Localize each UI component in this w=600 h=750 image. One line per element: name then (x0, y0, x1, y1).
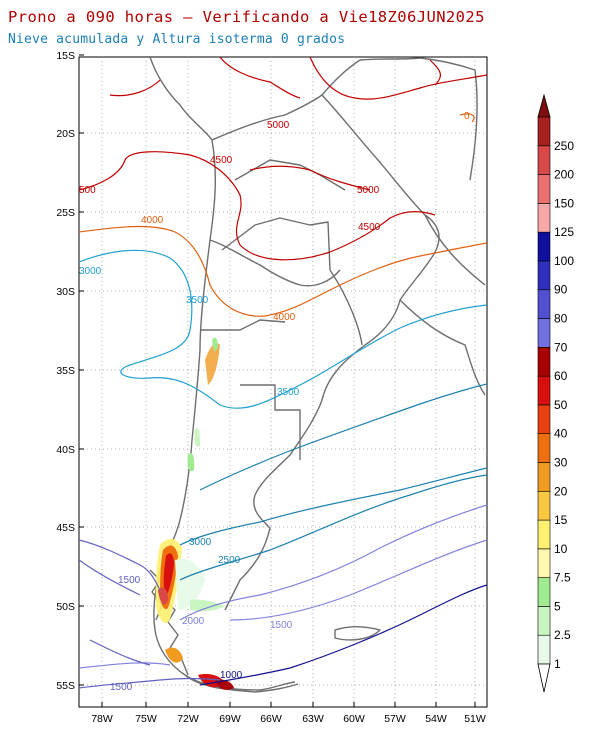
isotherm-label: 3000 (189, 537, 212, 548)
lat-label: 40S (56, 444, 75, 456)
axis-ticks (79, 54, 476, 707)
lon-label: 72W (177, 713, 199, 725)
colorbar-swatch (537, 375, 551, 406)
isotherm-label: 2500 (218, 555, 241, 566)
isotherm-label: 3500 (186, 295, 209, 306)
lon-label: 63W (302, 713, 324, 725)
isotherm-label: 4000 (141, 215, 164, 226)
isotherm-label: 3000 (79, 266, 102, 277)
colorbar-label: 2.5 (554, 628, 571, 642)
isotherm-contours (79, 57, 487, 689)
map-title: Prono a 090 horas — Verificando a Vie18Z… (8, 8, 485, 26)
lon-label: 78W (91, 713, 113, 725)
snow-colorbar: 1 2.5 5 7.5 10 15 20 30 40 50 60 70 80 90 100 125 150 200… (537, 93, 574, 693)
colorbar-label: 80 (554, 312, 568, 326)
lat-label: 55S (56, 680, 75, 692)
colorbar-label: 60 (554, 369, 568, 383)
longitude-labels: 78W 75W 72W 69W 66W 63W 60W 57W 54W 51W (91, 713, 486, 725)
isotherm-label: 4000 (273, 312, 296, 323)
latitude-labels: 15S 20S 25S 30S 35S 40S 45S 50S 55S (56, 50, 75, 692)
colorbar-swatch (537, 203, 551, 233)
colorbar-swatch (537, 231, 551, 262)
colorbar-label: 40 (554, 427, 568, 441)
map-frame (78, 56, 488, 708)
colorbar-label: 15 (554, 513, 568, 527)
colorbar-swatch (537, 634, 551, 665)
colorbar-swatch (537, 318, 551, 348)
colorbar-swatch (537, 548, 551, 578)
isotherm-label: 4500 (210, 155, 233, 166)
colorbar-label: 5 (554, 599, 561, 613)
colorbar-swatch (537, 116, 551, 147)
colorbar-max-arrow (537, 93, 551, 118)
colorbar-swatch (537, 462, 551, 492)
colorbar-swatch (537, 260, 551, 291)
colorbar-label: 10 (554, 542, 568, 556)
lon-label: 66W (260, 713, 282, 725)
isotherm-label: 1000 (220, 670, 243, 681)
snow-accumulation-shading (155, 337, 234, 690)
colorbar-swatch (537, 606, 551, 636)
colorbar-label: 70 (554, 340, 568, 354)
lat-label: 50S (56, 601, 75, 613)
lon-label: 60W (343, 713, 365, 725)
colorbar-label: 20 (554, 484, 568, 498)
colorbar-swatch (537, 490, 551, 521)
isotherm-label: 4500 (358, 222, 381, 233)
isotherm-labels: 5000 4500 5000 4500 500 4000 4000 3000 3… (79, 111, 470, 693)
colorbar-swatch (537, 433, 551, 463)
colorbar-label: 125 (554, 225, 574, 239)
isotherm-label: 0 (464, 111, 470, 122)
lat-label: 35S (56, 365, 75, 377)
colorbar-label: 7.5 (554, 571, 571, 585)
lon-label: 75W (135, 713, 157, 725)
colorbar-swatch (537, 577, 551, 607)
colorbar-swatch (537, 174, 551, 204)
colorbar-min-arrow (537, 663, 551, 693)
colorbar-swatch (537, 289, 551, 319)
colorbar-swatch (537, 145, 551, 175)
lon-label: 51W (464, 713, 486, 725)
lat-label: 30S (56, 286, 75, 298)
colorbar-label: 200 (554, 168, 574, 182)
lat-label: 20S (56, 128, 75, 140)
map-subtitle: Nieve acumulada y Altura isoterma 0 grad… (8, 32, 346, 47)
lon-label: 69W (219, 713, 241, 725)
colorbar-label: 100 (554, 254, 574, 268)
isotherm-label: 5000 (267, 120, 290, 131)
colorbar-label: 150 (554, 196, 574, 210)
lat-label: 25S (56, 207, 75, 219)
isotherm-label: 500 (79, 185, 96, 196)
isotherm-label: 5000 (357, 185, 380, 196)
isotherm-label: 3500 (277, 387, 300, 398)
lat-label: 45S (56, 522, 75, 534)
colorbar-label: 30 (554, 455, 568, 469)
colorbar-label: 1 (554, 657, 561, 671)
isotherm-label: 1500 (118, 575, 141, 586)
colorbar-label: 90 (554, 283, 568, 297)
coastline (149, 57, 486, 693)
colorbar-label: 50 (554, 398, 568, 412)
isotherm-label: 2000 (182, 616, 205, 627)
lon-label: 57W (384, 713, 406, 725)
colorbar-swatch (537, 404, 551, 434)
isotherm-label: 1500 (110, 682, 133, 693)
colorbar-swatch (537, 347, 551, 377)
colorbar-swatch (537, 519, 551, 550)
lat-label: 15S (56, 50, 75, 62)
lon-label: 54W (425, 713, 447, 725)
colorbar-label: 250 (554, 139, 574, 153)
isotherm-label: 1500 (270, 620, 293, 631)
